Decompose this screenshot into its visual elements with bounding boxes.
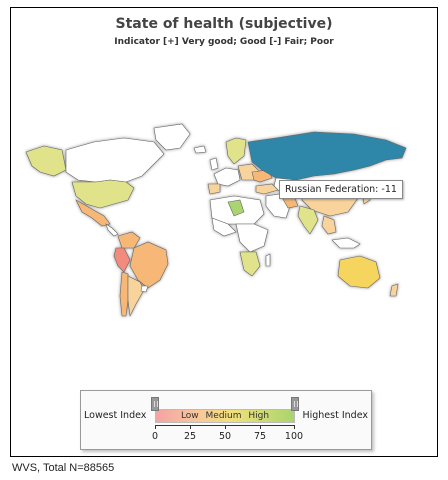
country-tooltip: Russian Federation: -11 xyxy=(279,180,403,199)
legend-bar-text: Low Medium High xyxy=(180,411,270,421)
map-subtitle: Indicator [+] Very good; Good [-] Fair; … xyxy=(114,37,334,47)
legend-tick-label: 75 xyxy=(253,431,267,442)
source-footer: WVS, Total N=88565 xyxy=(12,462,115,474)
legend: Lowest Index Low Medium High Highest Ind… xyxy=(80,390,372,450)
country-colombia[interactable] xyxy=(117,231,141,249)
legend-tick-label: 100 xyxy=(284,431,304,442)
country-east-africa[interactable] xyxy=(235,223,269,253)
legend-tick xyxy=(225,425,226,429)
country-madagascar[interactable] xyxy=(265,253,271,267)
country-greenland[interactable] xyxy=(153,123,191,151)
country-south-africa[interactable] xyxy=(239,251,261,277)
legend-min-handle[interactable] xyxy=(151,397,159,411)
legend-highest-label: Highest Index xyxy=(302,410,368,421)
legend-tick-label: 50 xyxy=(218,431,232,442)
country-western-europe[interactable] xyxy=(213,167,241,187)
country-central-america[interactable] xyxy=(105,223,119,237)
country-scandinavia[interactable] xyxy=(225,137,247,165)
legend-tick xyxy=(294,425,295,429)
country-peru[interactable] xyxy=(113,247,131,273)
country-argentina[interactable] xyxy=(127,275,145,318)
country-alaska[interactable] xyxy=(25,145,67,177)
country-russia[interactable] xyxy=(247,131,407,181)
map-title: State of health (subjective) xyxy=(115,16,333,32)
country-uruguay[interactable] xyxy=(140,285,149,293)
country-uk[interactable] xyxy=(209,157,219,171)
legend-tick-label: 25 xyxy=(183,431,197,442)
country-west-africa[interactable] xyxy=(211,217,237,237)
world-map[interactable] xyxy=(14,120,424,340)
country-indonesia[interactable] xyxy=(331,237,361,249)
country-brazil[interactable] xyxy=(129,241,169,289)
country-australia[interactable] xyxy=(337,255,381,289)
country-canada[interactable] xyxy=(65,137,165,183)
country-india[interactable] xyxy=(297,205,319,235)
country-spain[interactable] xyxy=(207,183,221,195)
legend-tick xyxy=(155,425,156,429)
country-new-zealand[interactable] xyxy=(389,283,399,297)
country-usa[interactable] xyxy=(71,179,135,209)
legend-tick-label: 0 xyxy=(151,431,159,442)
country-se-asia[interactable] xyxy=(321,215,337,235)
country-iceland[interactable] xyxy=(193,145,207,154)
country-mexico[interactable] xyxy=(75,199,111,227)
legend-max-handle[interactable] xyxy=(291,397,299,411)
legend-tick xyxy=(190,425,191,429)
legend-lowest-label: Lowest Index xyxy=(84,410,147,421)
country-algeria[interactable] xyxy=(227,199,245,217)
country-turkey[interactable] xyxy=(255,183,279,195)
legend-gradient-bar xyxy=(155,409,295,423)
legend-tick xyxy=(260,425,261,429)
country-chile[interactable] xyxy=(119,271,129,317)
